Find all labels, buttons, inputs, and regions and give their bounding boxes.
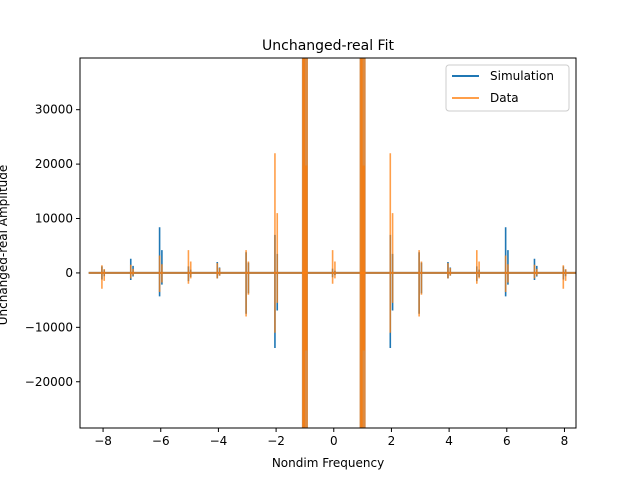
x-tick-label-0: −8 bbox=[94, 434, 112, 448]
spike-data-14 bbox=[504, 255, 509, 292]
y-tick-label-1: −10000 bbox=[25, 320, 73, 334]
x-tick-label-6: 4 bbox=[445, 434, 453, 448]
spike-data-16 bbox=[562, 265, 567, 289]
spike-data-15 bbox=[533, 264, 538, 279]
legend: Simulation Data bbox=[445, 64, 570, 112]
spike-data-9 bbox=[359, 58, 366, 428]
plot-frame bbox=[79, 57, 577, 429]
spike-data-4 bbox=[216, 263, 221, 279]
y-tick-label-2: 0 bbox=[65, 266, 73, 280]
spike-data-11 bbox=[418, 250, 423, 317]
x-axis: −8 −6 −4 −2 0 2 4 6 8 bbox=[94, 428, 568, 448]
spike-data-5 bbox=[245, 250, 250, 317]
y-tick-label-5: 30000 bbox=[35, 103, 73, 117]
y-tick-label-3: 10000 bbox=[35, 212, 73, 226]
spike-data-0 bbox=[101, 265, 106, 289]
x-tick-label-2: −4 bbox=[210, 434, 228, 448]
x-tick-label-3: −2 bbox=[267, 434, 285, 448]
plot-area bbox=[79, 57, 577, 429]
x-tick-label-4: 0 bbox=[330, 434, 338, 448]
spike-data-7 bbox=[301, 58, 308, 428]
legend-label-data: Data bbox=[490, 91, 519, 105]
x-axis-label: Nondim Frequency bbox=[272, 456, 384, 470]
legend-label-simulation: Simulation bbox=[490, 69, 554, 83]
chart-title: Unchanged-real Fit bbox=[262, 38, 394, 54]
x-tick-label-5: 2 bbox=[388, 434, 396, 448]
spike-data-13 bbox=[476, 250, 480, 284]
spike-data-1 bbox=[129, 264, 134, 279]
spike-data-2 bbox=[158, 255, 163, 292]
y-axis: −20000 −10000 0 10000 20000 30000 bbox=[25, 103, 80, 389]
y-axis-label: Unchanged-real Amplitude bbox=[0, 165, 10, 326]
x-tick-label-7: 6 bbox=[503, 434, 511, 448]
spike-data-6 bbox=[274, 153, 279, 333]
spike-data-3 bbox=[187, 250, 192, 284]
y-tick-label-0: −20000 bbox=[25, 375, 73, 389]
y-tick-label-4: 20000 bbox=[35, 157, 73, 171]
spike-data-10 bbox=[389, 153, 394, 333]
x-tick-label-1: −6 bbox=[152, 434, 170, 448]
x-tick-label-8: 8 bbox=[561, 434, 569, 448]
spike-data-8 bbox=[331, 250, 336, 284]
spike-data-12 bbox=[447, 263, 452, 279]
